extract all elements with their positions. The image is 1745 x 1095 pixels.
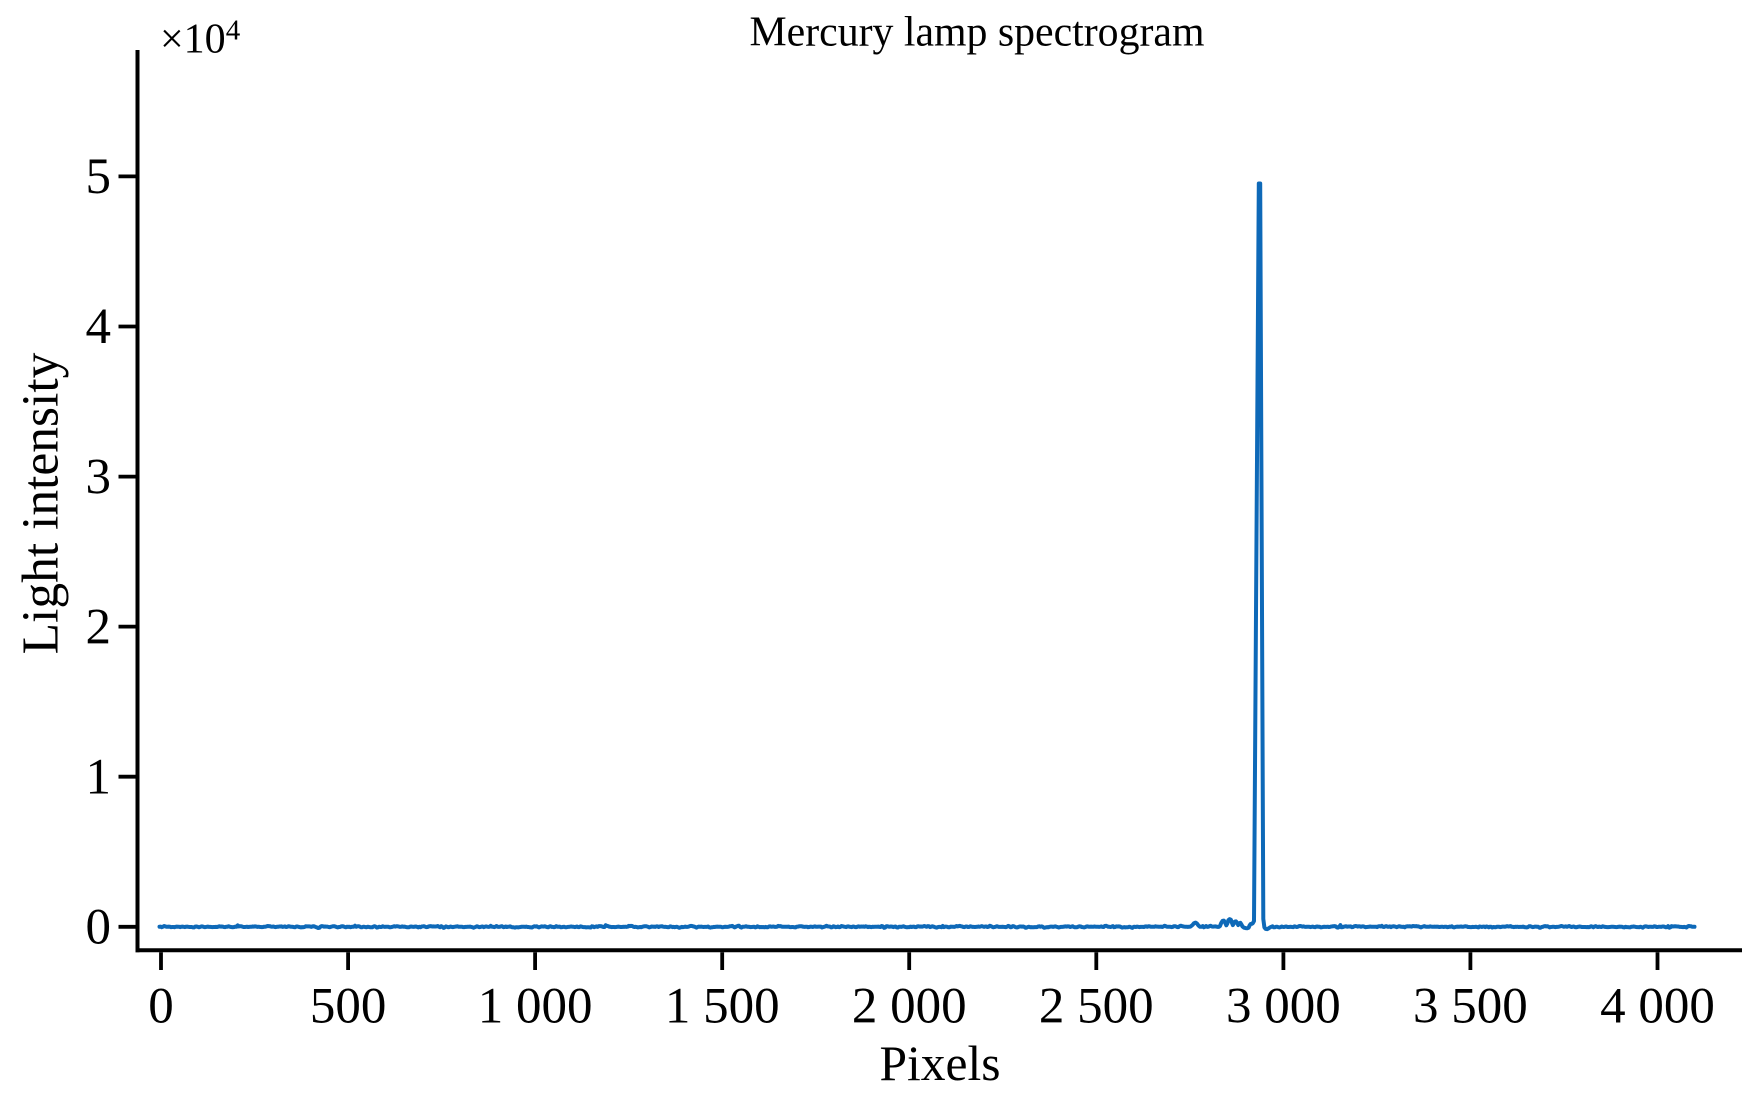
svg-text:0: 0 — [148, 978, 174, 1034]
svg-text:2: 2 — [86, 599, 112, 655]
svg-text:Mercury lamp spectrogram: Mercury lamp spectrogram — [750, 10, 1205, 56]
svg-text:5: 5 — [86, 149, 112, 205]
svg-text:1: 1 — [86, 749, 112, 805]
svg-text:3 500: 3 500 — [1413, 978, 1528, 1034]
svg-text:3: 3 — [86, 449, 112, 505]
svg-text:1 000: 1 000 — [478, 978, 593, 1034]
svg-text:2 500: 2 500 — [1039, 978, 1154, 1034]
svg-text:4: 4 — [86, 299, 112, 355]
svg-text:×104: ×104 — [160, 15, 241, 63]
svg-text:500: 500 — [310, 978, 387, 1034]
svg-text:2 000: 2 000 — [852, 978, 967, 1034]
svg-text:Light intensity: Light intensity — [13, 352, 70, 654]
svg-text:1 500: 1 500 — [665, 978, 780, 1034]
svg-text:0: 0 — [86, 900, 112, 956]
svg-text:Pixels: Pixels — [879, 1036, 1000, 1091]
svg-text:3 000: 3 000 — [1226, 978, 1341, 1034]
svg-text:4 000: 4 000 — [1600, 978, 1715, 1034]
